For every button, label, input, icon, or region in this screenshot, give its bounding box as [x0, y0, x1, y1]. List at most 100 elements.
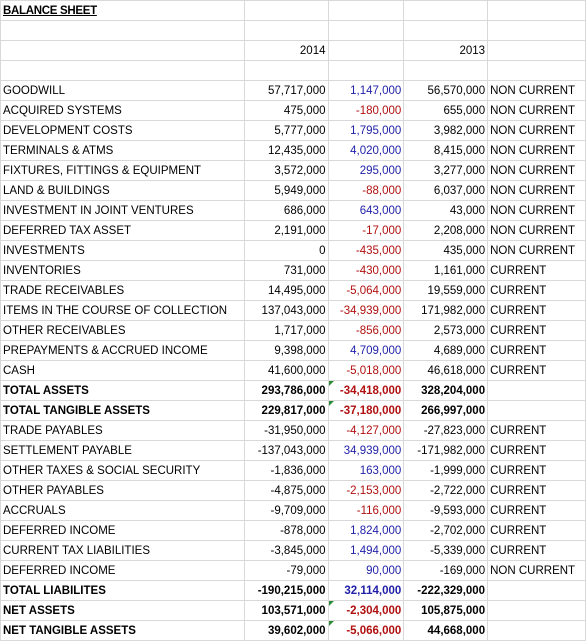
row-label[interactable]: INVESTMENTS	[0, 240, 245, 261]
row-label[interactable]: FIXTURES, FITTINGS & EQUIPMENT	[0, 160, 245, 181]
classification[interactable]: CURRENT	[487, 540, 586, 561]
empty-cell[interactable]	[327, 60, 405, 81]
change-value[interactable]: -34,418,000	[327, 380, 405, 401]
change-value[interactable]: -2,153,000	[327, 480, 405, 501]
value-2013[interactable]: -2,722,000	[403, 480, 489, 501]
value-2014[interactable]: 0	[243, 240, 329, 261]
row-label[interactable]: PREPAYMENTS & ACCRUED INCOME	[0, 340, 245, 361]
change-value[interactable]: 1,147,000	[327, 80, 405, 101]
row-label[interactable]: ITEMS IN THE COURSE OF COLLECTION	[0, 300, 245, 321]
empty-cell[interactable]	[487, 60, 586, 81]
change-value[interactable]: -37,180,000	[327, 400, 405, 421]
value-2014[interactable]: -137,043,000	[243, 440, 329, 461]
value-2013[interactable]: -169,000	[403, 560, 489, 581]
classification[interactable]: NON CURRENT	[487, 560, 586, 581]
change-value[interactable]: 32,114,000	[327, 580, 405, 601]
row-label[interactable]: TOTAL LIABILITES	[0, 580, 245, 601]
classification[interactable]: CURRENT	[487, 480, 586, 501]
row-label[interactable]: OTHER RECEIVABLES	[0, 320, 245, 341]
value-2014[interactable]: 5,949,000	[243, 180, 329, 201]
change-value[interactable]: 1,795,000	[327, 120, 405, 141]
change-value[interactable]: 1,824,000	[327, 520, 405, 541]
empty-cell[interactable]	[243, 60, 329, 81]
value-2014[interactable]: 686,000	[243, 200, 329, 221]
change-value[interactable]: 1,494,000	[327, 540, 405, 561]
row-label[interactable]: TERMINALS & ATMS	[0, 140, 245, 161]
value-2013[interactable]: 46,618,000	[403, 360, 489, 381]
classification[interactable]: CURRENT	[487, 320, 586, 341]
change-value[interactable]: 643,000	[327, 200, 405, 221]
value-2014[interactable]: 39,602,000	[243, 620, 329, 641]
row-label[interactable]: TOTAL TANGIBLE ASSETS	[0, 400, 245, 421]
value-2014[interactable]: -79,000	[243, 560, 329, 581]
classification[interactable]: NON CURRENT	[487, 160, 586, 181]
sheet-title[interactable]: BALANCE SHEET	[0, 0, 245, 21]
value-2014[interactable]: -1,836,000	[243, 460, 329, 481]
value-2013[interactable]: 328,204,000	[403, 380, 489, 401]
row-label[interactable]: GOODWILL	[0, 80, 245, 101]
value-2014[interactable]: 9,398,000	[243, 340, 329, 361]
value-2013[interactable]: 44,668,000	[403, 620, 489, 641]
change-value[interactable]: -5,066,000	[327, 620, 405, 641]
classification[interactable]: NON CURRENT	[487, 220, 586, 241]
value-2013[interactable]: 435,000	[403, 240, 489, 261]
value-2014[interactable]: -878,000	[243, 520, 329, 541]
value-2014[interactable]: 57,717,000	[243, 80, 329, 101]
row-label[interactable]: CASH	[0, 360, 245, 381]
row-label[interactable]: LAND & BUILDINGS	[0, 180, 245, 201]
value-2013[interactable]: 2,208,000	[403, 220, 489, 241]
classification[interactable]: CURRENT	[487, 340, 586, 361]
classification[interactable]: NON CURRENT	[487, 100, 586, 121]
row-label[interactable]: ACCRUALS	[0, 500, 245, 521]
row-label[interactable]: TRADE RECEIVABLES	[0, 280, 245, 301]
empty-cell[interactable]	[0, 40, 245, 61]
change-value[interactable]: 4,020,000	[327, 140, 405, 161]
classification[interactable]: CURRENT	[487, 420, 586, 441]
value-2014[interactable]: 103,571,000	[243, 600, 329, 621]
classification[interactable]: NON CURRENT	[487, 80, 586, 101]
empty-cell[interactable]	[243, 20, 329, 41]
change-value[interactable]: -34,939,000	[327, 300, 405, 321]
value-2013[interactable]: 4,689,000	[403, 340, 489, 361]
value-2014[interactable]: 229,817,000	[243, 400, 329, 421]
value-2014[interactable]: 41,600,000	[243, 360, 329, 381]
row-label[interactable]: ACQUIRED SYSTEMS	[0, 100, 245, 121]
change-value[interactable]: 163,000	[327, 460, 405, 481]
change-value[interactable]: 4,709,000	[327, 340, 405, 361]
empty-cell[interactable]	[243, 0, 329, 21]
classification[interactable]: CURRENT	[487, 520, 586, 541]
classification[interactable]: CURRENT	[487, 440, 586, 461]
change-value[interactable]: -4,127,000	[327, 420, 405, 441]
row-label[interactable]: NET TANGIBLE ASSETS	[0, 620, 245, 641]
change-value[interactable]: -2,304,000	[327, 600, 405, 621]
empty-cell[interactable]	[403, 60, 489, 81]
value-2013[interactable]: 105,875,000	[403, 600, 489, 621]
value-2014[interactable]: -4,875,000	[243, 480, 329, 501]
row-label[interactable]: DEFERRED INCOME	[0, 560, 245, 581]
value-2013[interactable]: -2,702,000	[403, 520, 489, 541]
classification[interactable]	[487, 600, 586, 621]
classification[interactable]: NON CURRENT	[487, 120, 586, 141]
change-value[interactable]: -180,000	[327, 100, 405, 121]
change-value[interactable]: -856,000	[327, 320, 405, 341]
empty-cell[interactable]	[487, 0, 586, 21]
classification[interactable]: NON CURRENT	[487, 140, 586, 161]
change-value[interactable]: -116,000	[327, 500, 405, 521]
classification[interactable]	[487, 380, 586, 401]
value-2014[interactable]: 2,191,000	[243, 220, 329, 241]
value-2013[interactable]: -9,593,000	[403, 500, 489, 521]
classification[interactable]: NON CURRENT	[487, 200, 586, 221]
value-2013[interactable]: 8,415,000	[403, 140, 489, 161]
value-2013[interactable]: 655,000	[403, 100, 489, 121]
classification[interactable]: NON CURRENT	[487, 180, 586, 201]
value-2013[interactable]: 6,037,000	[403, 180, 489, 201]
change-value[interactable]: -5,018,000	[327, 360, 405, 381]
empty-cell[interactable]	[403, 0, 489, 21]
value-2013[interactable]: 3,982,000	[403, 120, 489, 141]
empty-cell[interactable]	[0, 20, 245, 41]
value-2013[interactable]: -1,999,000	[403, 460, 489, 481]
value-2014[interactable]: 14,495,000	[243, 280, 329, 301]
year-2013-header[interactable]: 2013	[403, 40, 489, 61]
empty-cell[interactable]	[327, 20, 405, 41]
value-2013[interactable]: -171,982,000	[403, 440, 489, 461]
